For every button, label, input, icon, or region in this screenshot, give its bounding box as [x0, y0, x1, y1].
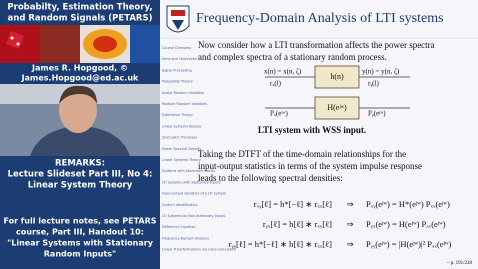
author: James R. Hopgood, © — [31, 64, 128, 73]
signal-label: rᵧ(l) — [368, 80, 379, 88]
notes: Random Inputs" — [44, 250, 116, 259]
cover-image — [0, 25, 160, 63]
nav-item: LTI Systems with Stationary Inputs — [162, 180, 221, 184]
remarks: Lecture Slideset Part III, No 4: — [8, 170, 153, 180]
email: James.Hopgood@ed.ac.uk — [21, 74, 139, 83]
nav-item: System identification — [162, 203, 198, 207]
block-diagram — [265, 65, 410, 120]
nav-item: Multiple Random Variables — [162, 102, 207, 106]
logo — [166, 5, 190, 33]
text-line: Taking the DTFT of the time-domain relat… — [198, 149, 406, 159]
equation-part: ⇒ — [346, 199, 354, 209]
nav-item: Scalar Random Variables — [162, 91, 204, 95]
equation-part: Pₓᵧ(eʲʷ) = H*(eʲʷ) Pₓₓ(eʲʷ) — [366, 199, 450, 210]
text-line: input-output statistics in terms of the … — [198, 161, 422, 171]
nav-item: Linear Transformations via cross-correla… — [162, 248, 236, 252]
box-label: h(n) — [330, 72, 344, 81]
equation-part: rᵧₓ[ℓ] = h[ℓ] ∗ rₓₓ[ℓ] — [263, 219, 332, 230]
nav-item: Systems with Stochastic Inputs — [162, 169, 215, 173]
equation-part: rₓᵧ[ℓ] = h*[−ℓ] ∗ rₓₓ[ℓ] — [254, 199, 332, 210]
remarks: Linear System Theory — [28, 181, 133, 191]
remarks: REMARKS: — [55, 159, 105, 169]
page-number: – p. 191/228 — [446, 261, 473, 266]
nav-item: Probability Theory — [162, 80, 193, 84]
nav-item: Stochastic Processes — [162, 136, 198, 140]
nav-item: Signal Processing — [162, 68, 192, 72]
caption: LTI system with WSS input. — [258, 125, 366, 135]
nav-item: Course Overview — [162, 46, 191, 50]
presenter-video — [0, 84, 160, 156]
equation-part: ⇒ — [346, 219, 354, 229]
nav-item: Frequency-Domain Analysis — [162, 236, 209, 240]
equations: rₓᵧ[ℓ] = h*[−ℓ] ∗ rₓₓ[ℓ] ⇒ Pₓᵧ(eʲʷ) = H*(e… — [229, 199, 452, 250]
text-line: leads to the following spectral densitie… — [198, 173, 343, 183]
box-label: H(eʲʷ) — [327, 103, 347, 112]
nav-item: Linear Systems Theory — [162, 158, 201, 162]
nav-item: LTI Systems on Non-stationary Inputs — [162, 214, 225, 218]
signal-label: rₓ(l) — [270, 80, 282, 88]
slide-title: Frequency-Domain Analysis of LTI systems — [196, 11, 444, 26]
signal-label: y(n) = y(n, ζ) — [362, 68, 400, 76]
equation-part: rᵧᵧ[ℓ] = h*[−ℓ] ∗ h[ℓ] ∗ rₓₓ[ℓ] — [229, 239, 333, 250]
nav-item: Power Spectral Density — [162, 147, 201, 151]
text-line: Now consider how a LTI transformation af… — [198, 40, 435, 50]
equation-part: Pᵧᵧ(eʲʷ) = |H(eʲʷ)|² Pₓₓ(eʲʷ) — [366, 239, 452, 250]
nav-item: Difference Equation — [162, 225, 196, 229]
signal-label: Pₓ(eʲʷ) — [270, 110, 288, 118]
text-line: and complex spectra of a stationary rand… — [198, 52, 387, 62]
nav-item: Estimation Theory — [162, 113, 193, 117]
nav-list: Course Overview Aims and Objectives Signal… — [162, 46, 236, 252]
equation-part: Pᵧₓ(eʲʷ) = H(eʲʷ) Pₓₓ(eʲʷ) — [366, 219, 446, 230]
nav-item: Input-output statistics of a LTI System — [162, 192, 227, 196]
nav-item: Linear Systems Review — [162, 124, 201, 128]
notes: "Linear Systems with Stationary — [7, 239, 154, 248]
signal-label: x(n) = x(n, ζ) — [264, 68, 302, 76]
equation-part: ⇒ — [346, 239, 354, 249]
signal-label: Pᵧ(eʲʷ) — [368, 110, 386, 118]
notes: For full lecture notes, see PETARS — [3, 217, 156, 226]
course-title: Probabilty, Estimation Theory, — [7, 3, 152, 13]
nav-item: Aims and Objectives — [162, 57, 197, 61]
course-title: and Random Signals (PETARS) — [8, 14, 153, 24]
notes: course, Part III, Handout 10: — [16, 228, 144, 237]
